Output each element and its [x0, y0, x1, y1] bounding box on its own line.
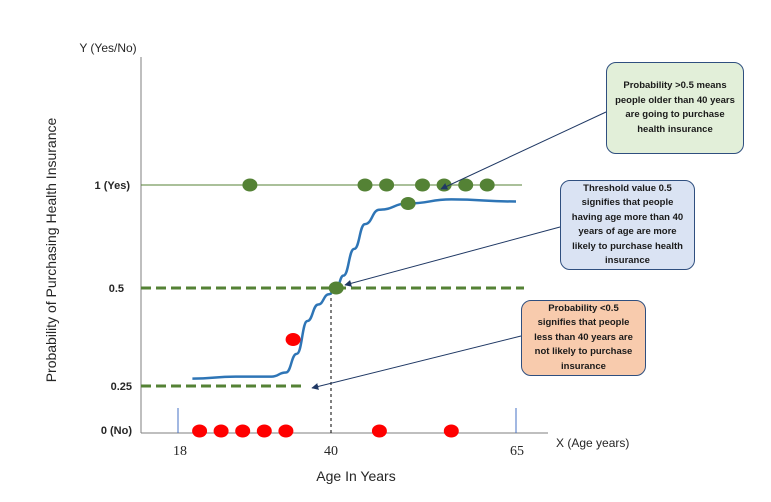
no-data-point — [278, 424, 294, 438]
x-axis-title: X (Age years) — [556, 436, 629, 450]
highlight-data-point — [285, 333, 301, 346]
yes-data-point — [458, 178, 474, 192]
yes-data-point — [242, 178, 258, 192]
y-axis-label: Probability of Purchasing Health Insuran… — [43, 117, 59, 382]
x-tick-label-65: 65 — [510, 444, 524, 459]
yes-data-point — [479, 178, 495, 192]
yes-points-group — [242, 178, 495, 192]
highlight-points-group — [285, 197, 416, 346]
arrow-blue-callout — [344, 226, 561, 287]
y-tick-label-half: 0.5 — [109, 283, 124, 295]
x-tick-label-18: 18 — [173, 444, 187, 459]
callout-above-threshold-text: Probability >0.5 means people older than… — [615, 80, 735, 135]
yes-data-point — [357, 178, 373, 192]
callout-threshold: Threshold value 0.5 signifies that peopl… — [560, 180, 695, 270]
y-tick-label-no: 0 (No) — [101, 425, 133, 437]
x-tick-label-40: 40 — [324, 444, 338, 459]
callout-threshold-text: Threshold value 0.5 signifies that peopl… — [571, 182, 684, 267]
no-data-point — [192, 424, 208, 438]
arrow-green-callout — [440, 111, 607, 190]
yes-data-point — [415, 178, 430, 192]
y-tick-label-yes: 1 (Yes) — [95, 180, 131, 192]
no-points-group — [192, 424, 459, 438]
no-data-point — [235, 424, 251, 438]
no-data-point — [371, 424, 387, 438]
no-data-point — [256, 424, 272, 438]
arrow-orange-callout — [311, 335, 522, 390]
callout-below-threshold: Probability <0.5 signifies that people l… — [521, 300, 646, 376]
x-axis-label: Age In Years — [316, 468, 395, 484]
highlight-data-point — [328, 281, 344, 295]
y-tick-label-quarter: 0.25 — [111, 381, 132, 393]
no-data-point — [213, 424, 229, 438]
yes-data-point — [379, 178, 395, 192]
callout-below-threshold-text: Probability <0.5 signifies that people l… — [534, 302, 633, 372]
no-data-point — [443, 424, 459, 438]
y-axis-title: Y (Yes/No) — [79, 41, 136, 55]
highlight-data-point — [400, 197, 416, 210]
callout-above-threshold: Probability >0.5 means people older than… — [606, 62, 744, 154]
